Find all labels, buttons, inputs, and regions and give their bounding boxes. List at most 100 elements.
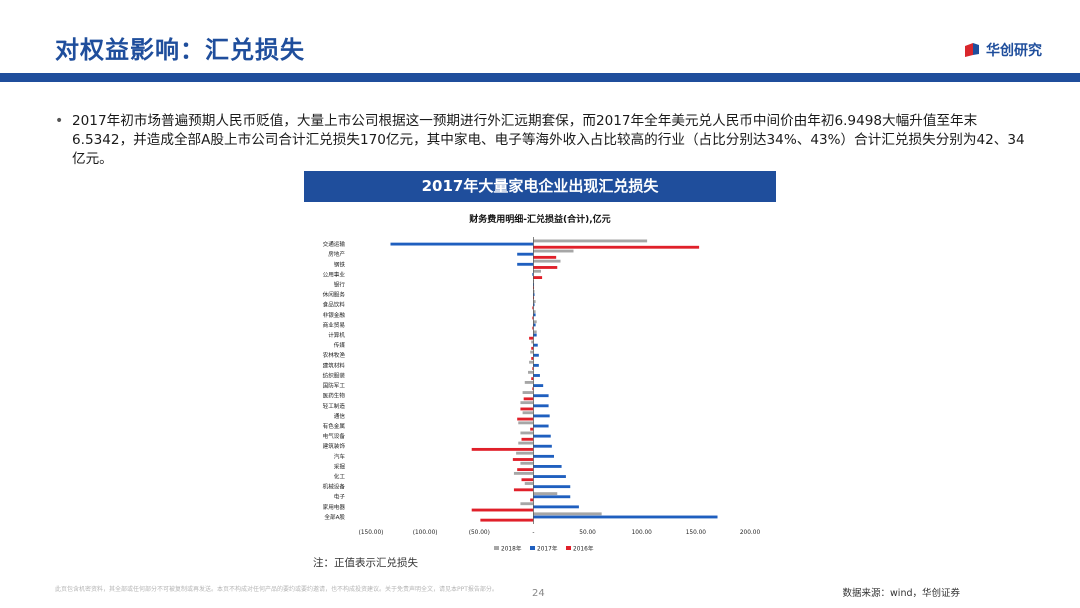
category-label: 建筑材料 [323,361,346,369]
bar-2017年 [517,252,534,256]
bar-2016年 [532,326,534,330]
bar-2016年 [533,276,543,279]
legend-swatch [530,546,535,550]
category-label: 公用事业 [323,270,346,278]
category-label: 食品饮料 [323,301,346,309]
disclaimer: 此页包含机密资料，其全部或任何部分不可被复制或再发送。本页不构成对任何产品的要约… [55,586,498,593]
bar-2018年 [530,350,534,354]
bar-2016年 [531,377,534,381]
bar-2016年 [533,245,700,249]
bar-2016年 [512,458,534,461]
category-label: 传媒 [334,341,346,349]
bar-2016年 [471,508,534,512]
bar-2018年 [533,330,537,334]
bar-2017年 [533,495,571,499]
x-tick-label: 100.00 [632,530,653,536]
bar-2018年 [529,360,534,364]
bar-2018年 [518,441,534,445]
bar-2016年 [520,407,534,411]
bar-2017年 [533,465,562,468]
x-tick-label: 50.00 [579,530,596,536]
bar-2016年 [480,518,534,522]
bar-2017年 [533,323,536,327]
logo-icon [965,43,979,57]
bar-2018年 [533,320,537,324]
bar-2017年 [533,424,549,428]
page-title: 对权益影响：汇兑损失 [55,36,305,64]
category-label: 机械设备 [323,483,346,491]
category-label: 医药生物 [323,392,346,400]
bar-2018年 [533,300,536,304]
bar-2016年 [530,427,534,431]
category-label: 全部A股 [324,513,345,521]
bar-2017年 [533,434,551,438]
bar-2017年 [533,343,538,347]
category-label: 家用电器 [323,503,346,511]
category-label: 化工 [334,473,346,481]
bar-2017年 [533,374,540,377]
category-label: 休闲服务 [323,291,346,299]
bar-2017年 [533,303,535,307]
category-label: 采掘 [334,462,346,470]
bar-2017年 [533,333,537,337]
x-tick-label: (100.00) [413,530,438,536]
bar-2018年 [520,461,534,465]
bar-2017年 [533,353,539,357]
category-label: 计算机 [328,331,345,339]
legend-label: 2018年 [501,545,522,553]
category-label: 电气设备 [323,432,346,440]
bar-2017年 [533,384,544,388]
brand-logo: 华创研究 [964,40,1042,60]
bar-2018年 [533,512,602,516]
chart-title: 财务费用明细-汇兑损益(合计),亿元 [468,213,610,225]
bar-2016年 [533,255,557,259]
bar-2016年 [521,478,534,482]
bar-2017年 [533,293,535,297]
bar-2018年 [522,391,534,394]
bar-2018年 [533,239,648,243]
bar-2016年 [532,306,534,310]
category-label: 汽车 [334,452,346,460]
bar-2018年 [531,340,534,344]
bar-2017年 [533,505,579,509]
category-label: 纺织服装 [323,371,346,379]
category-label: 国防军工 [323,382,346,390]
bar-2018年 [524,482,534,485]
bar-2018年 [524,381,534,384]
bar-2016年 [529,336,534,340]
x-tick-label: (50.00) [469,530,490,536]
category-label: 非银金融 [323,311,346,319]
category-label: 建筑装饰 [323,442,346,450]
bar-2017年 [533,394,549,398]
bar-2018年 [520,502,534,506]
category-label: 商业贸易 [323,321,346,329]
bar-2016年 [471,447,534,451]
category-label: 轻工制造 [323,402,346,410]
bar-2017年 [533,454,555,458]
x-tick-label: - [532,530,534,536]
bar-2017年 [517,262,534,266]
bar-2016年 [523,397,534,401]
bar-2017年 [533,444,552,448]
bar-chart: 财务费用明细-汇兑损益(合计),亿元交通运输房地产钢铁公用事业银行休闲服务食品饮… [323,213,761,553]
data-source: 数据来源：wind，华创证券 [842,588,960,599]
x-tick-label: (150.00) [359,530,384,536]
category-label: 银行 [334,280,346,288]
bar-2017年 [390,242,534,246]
bar-2018年 [528,370,534,374]
bar-2018年 [533,492,558,496]
bar-2016年 [530,498,534,502]
legend-swatch [494,546,499,550]
legend-swatch [566,546,571,550]
category-label: 房地产 [328,250,345,258]
category-label: 交通运输 [323,240,346,248]
bar-2018年 [533,249,574,253]
category-label: 通信 [334,412,346,420]
category-label: 电子 [334,493,346,501]
category-label: 钢铁 [334,260,346,268]
bar-2018年 [518,421,534,425]
bar-2017年 [533,363,539,367]
bar-2017年 [533,404,549,408]
bar-2017年 [533,485,571,489]
bar-2018年 [516,451,534,455]
